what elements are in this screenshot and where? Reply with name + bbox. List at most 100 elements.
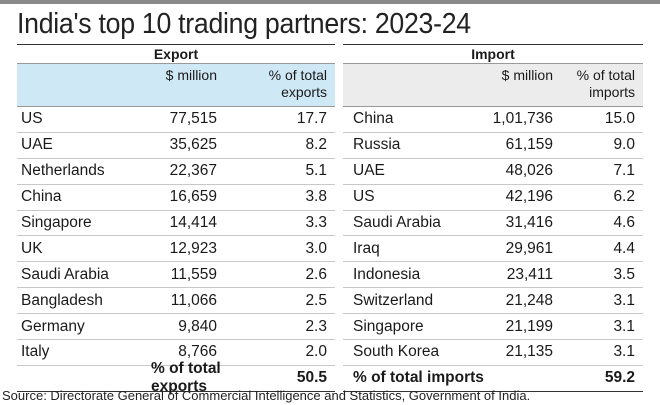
- share-cell: 15.0: [604, 110, 635, 128]
- value-cell: 22,367: [169, 162, 217, 180]
- share-cell: 2.3: [305, 317, 327, 335]
- country-cell: South Korea: [353, 343, 440, 361]
- table-row: UAE 48,026 7.1: [343, 159, 643, 185]
- share-cell: 3.5: [613, 265, 635, 283]
- value-cell: 11,066: [170, 291, 217, 309]
- table-row: UAE 35,625 8.2: [17, 133, 335, 159]
- import-heading: Import: [343, 44, 643, 64]
- share-cell: 2.0: [305, 343, 327, 361]
- import-total-row: % of total imports 59.2: [343, 366, 643, 392]
- value-cell: 12,923: [169, 239, 217, 257]
- share-cell: 2.6: [305, 265, 327, 283]
- value-cell: 31,416: [505, 214, 553, 231]
- import-total-value: 59.2: [604, 369, 635, 387]
- country-cell: China: [21, 188, 62, 206]
- value-cell: 21,199: [505, 317, 553, 335]
- share-column-header: % of total imports: [576, 67, 635, 100]
- country-cell: Russia: [353, 136, 401, 154]
- table-row: Singapore 21,199 3.1: [343, 314, 643, 341]
- table-row: Iraq 29,961 4.4: [343, 236, 643, 263]
- table-row: US 42,196 6.2: [343, 185, 643, 211]
- country-cell: UAE: [353, 162, 385, 180]
- table-row: Indonesia 23,411 3.5: [343, 262, 643, 289]
- share-cell: 7.1: [613, 162, 635, 180]
- value-cell: 21,135: [505, 343, 553, 361]
- value-cell: 35,625: [169, 136, 217, 154]
- country-cell: Singapore: [353, 317, 424, 335]
- value-cell: 8,766: [178, 343, 217, 361]
- import-column-headers: $ million % of total imports: [343, 64, 643, 106]
- table-row: Germany 9,840 2.3: [17, 314, 335, 341]
- value-cell: 14,414: [169, 214, 217, 231]
- table-row: Netherlands 22,367 5.1: [17, 159, 335, 185]
- value-cell: 11,559: [170, 265, 217, 283]
- country-cell: Saudi Arabia: [21, 265, 109, 283]
- table-row: Singapore 14,414 3.3: [17, 211, 335, 237]
- page-title: India's top 10 trading partners: 2023-24: [17, 8, 471, 40]
- table-row: Italy 8,766 2.0: [17, 340, 335, 366]
- value-cell: 29,961: [505, 239, 553, 257]
- country-cell: Germany: [21, 317, 85, 335]
- share-column-header: % of total exports: [268, 67, 327, 100]
- share-cell: 4.4: [613, 239, 635, 257]
- value-cell: 9,840: [178, 317, 217, 335]
- country-cell: US: [21, 110, 43, 128]
- share-cell: 9.0: [613, 136, 635, 154]
- table-row: Saudi Arabia 11,559 2.6: [17, 262, 335, 289]
- export-total-row: % of total exports 50.5: [17, 360, 335, 395]
- country-column-header: [17, 64, 137, 106]
- export-total-value: 50.5: [296, 369, 327, 387]
- table-row: Russia 61,159 9.0: [343, 133, 643, 159]
- table-row: US 77,515 17.7: [17, 107, 335, 133]
- top-rule: [0, 0, 660, 4]
- table-row: South Korea 21,135 3.1: [343, 340, 643, 366]
- share-cell: 3.8: [305, 188, 327, 206]
- share-cell: 3.1: [613, 291, 635, 309]
- value-cell: 23,411: [506, 265, 553, 283]
- value-cell: 21,248: [505, 291, 553, 309]
- value-column-header: $ million: [501, 67, 553, 83]
- table-row: China 16,659 3.8: [17, 185, 335, 211]
- country-cell: Singapore: [21, 214, 92, 231]
- export-rows: US 77,515 17.7 UAE 35,625 8.2 Netherlands 22,36…: [17, 106, 335, 366]
- country-cell: UK: [21, 239, 43, 257]
- table-row: Bangladesh 11,066 2.5: [17, 288, 335, 315]
- source-note: Source: Directorate General of Commercia…: [2, 388, 531, 403]
- value-cell: 77,515: [169, 110, 217, 128]
- country-cell: Iraq: [353, 239, 380, 257]
- share-cell: 8.2: [305, 136, 327, 154]
- country-cell: China: [353, 110, 394, 128]
- value-cell: 48,026: [505, 162, 553, 180]
- share-cell: 3.3: [305, 214, 327, 231]
- share-cell: 3.1: [613, 343, 635, 361]
- value-column-header: $ million: [165, 67, 217, 83]
- table-row: Switzerland 21,248 3.1: [343, 288, 643, 315]
- country-cell: Indonesia: [353, 265, 421, 283]
- export-total-label: % of total exports: [151, 360, 221, 396]
- share-cell: 4.6: [613, 214, 635, 231]
- table-row: China 1,01,736 15.0: [343, 107, 643, 133]
- table-row: UK 12,923 3.0: [17, 236, 335, 263]
- country-cell: UAE: [21, 136, 53, 154]
- export-table: Export $ million % of total exports US 77…: [17, 44, 335, 395]
- import-total-label: % of total imports: [353, 369, 484, 387]
- share-cell: 6.2: [613, 188, 635, 206]
- country-column-header: [343, 64, 463, 106]
- country-cell: Switzerland: [353, 291, 434, 309]
- share-cell: 17.7: [296, 110, 327, 128]
- value-cell: 42,196: [505, 188, 553, 206]
- share-cell: 5.1: [305, 162, 327, 180]
- export-column-headers: $ million % of total exports: [17, 64, 335, 106]
- table-row: Saudi Arabia 31,416 4.6: [343, 211, 643, 237]
- country-cell: Saudi Arabia: [353, 214, 441, 231]
- country-cell: Netherlands: [21, 162, 105, 180]
- country-cell: Italy: [21, 343, 50, 361]
- value-cell: 1,01,736: [492, 110, 553, 128]
- country-cell: US: [353, 188, 375, 206]
- share-cell: 3.1: [613, 317, 635, 335]
- value-cell: 16,659: [169, 188, 217, 206]
- import-table: Import $ million % of total imports Chin…: [343, 44, 643, 392]
- import-rows: China 1,01,736 15.0 Russia 61,159 9.0 UAE 48,02…: [343, 106, 643, 366]
- value-cell: 61,159: [505, 136, 553, 154]
- share-cell: 2.5: [305, 291, 327, 309]
